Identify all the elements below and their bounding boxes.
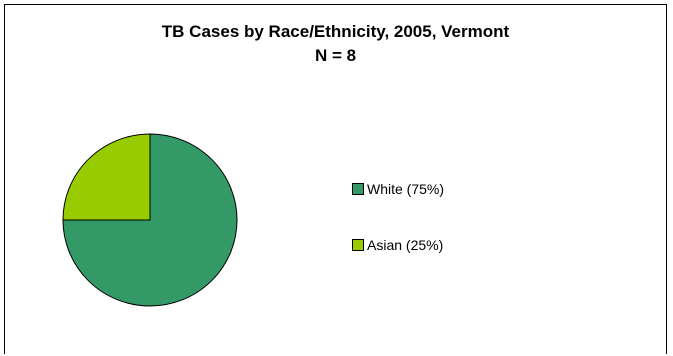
chart-title: TB Cases by Race/Ethnicity, 2005, Vermon… (161, 22, 510, 41)
legend-item-white: White (75%) (352, 181, 444, 197)
legend-swatch-white (352, 183, 364, 195)
legend-label-asian: Asian (25%) (367, 237, 444, 253)
legend-label-white: White (75%) (367, 181, 445, 197)
legend: White (75%) Asian (25%) (352, 181, 444, 293)
chart-subtitle: N = 8 (314, 46, 357, 65)
legend-swatch-asian (352, 239, 364, 251)
legend-item-asian: Asian (25%) (352, 237, 444, 253)
pie-slice-white (62, 133, 238, 307)
pie-slice-asian (62, 133, 151, 221)
pie-slices (62, 133, 238, 307)
chart-title-block: TB Cases by Race/Ethnicity, 2005, Vermon… (5, 20, 666, 68)
